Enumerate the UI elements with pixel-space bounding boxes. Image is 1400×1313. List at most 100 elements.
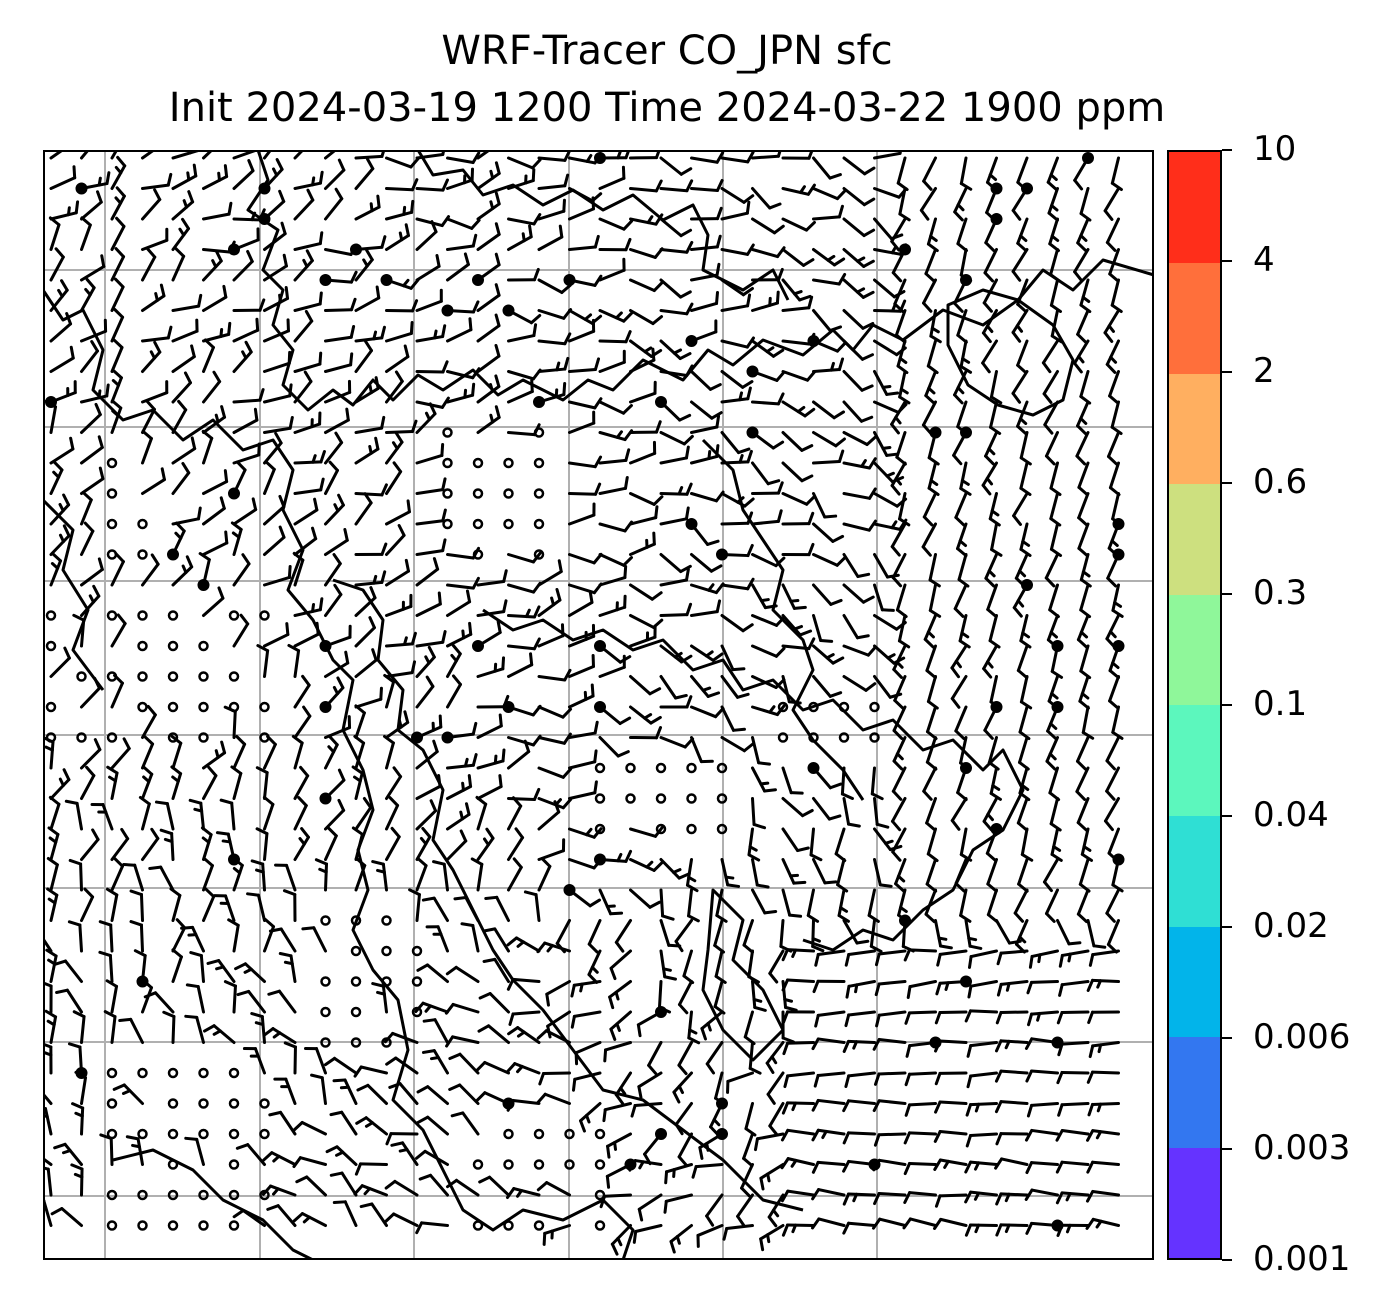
wind-barb [842,614,870,640]
wind-barb [232,159,255,190]
wind-barb [55,988,83,1014]
wind-barb [384,1212,419,1227]
wind-barb [892,736,907,771]
wind-barb [319,768,346,805]
wind-barb [936,949,968,967]
calm-wind-circle [106,1098,118,1109]
wind-barb [415,826,432,861]
wind-barb [747,827,761,862]
wind-barb [842,1192,876,1206]
wind-barb [202,150,215,160]
wind-barb [768,1102,785,1136]
wind-barb [184,1014,205,1044]
calm-wind-circle [228,1159,240,1170]
wind-barb [446,217,481,230]
wind-barb [842,487,877,500]
wind-barb [842,339,875,361]
wind-barb [293,674,311,709]
wind-barb [506,1098,541,1112]
wind-barb [989,370,1003,405]
wind-barb [324,187,344,221]
colorbar-tick [1222,260,1232,262]
wind-barb [659,364,694,377]
wind-barb [568,683,595,709]
calm-wind-circle [472,488,484,499]
wind-barb [141,553,160,587]
wind-barb [301,926,327,953]
wind-barb [751,888,778,915]
wind-barb [669,1224,693,1254]
wind-barb [783,1071,815,1089]
wind-barb [629,888,662,909]
calm-wind-circle [533,518,545,530]
wind-barb [293,827,310,861]
calm-wind-circle [228,1098,240,1109]
wind-barb [141,399,156,434]
wind-barb [53,1142,83,1166]
wind-barb [983,248,998,283]
wind-barb [232,553,251,587]
wind-barb [674,919,693,953]
wind-barb [614,1071,632,1106]
wind-barb [720,386,752,404]
wind-barb [44,1009,58,1044]
wind-barb [446,151,481,165]
calm-wind-circle [533,1159,545,1170]
wind-barb [873,1071,907,1086]
wind-barb [720,200,751,221]
wind-barb [232,298,266,312]
calm-wind-circle [76,732,87,743]
wind-barb [385,499,411,526]
wind-barb [950,797,968,831]
wind-barb [125,1135,144,1166]
calm-wind-circle [167,1098,179,1109]
wind-barb [1016,278,1029,314]
wind-barb [842,583,875,604]
wind-barb [812,492,838,519]
wind-barb [293,170,324,190]
wind-barb [502,304,542,325]
wind-barb [842,278,875,299]
colorbar-segment [1169,262,1220,374]
calm-wind-circle [472,457,484,469]
wind-barb [141,340,162,373]
wind-barb [967,980,998,999]
calm-wind-circle [442,457,453,469]
wind-barb [812,187,847,201]
wind-barb [359,1202,388,1227]
wind-barb [1086,1160,1120,1174]
wind-barb [292,551,305,587]
wind-barb [80,557,104,587]
calm-wind-circle [228,610,240,621]
coastline [701,888,785,1062]
wind-barb [283,1041,297,1075]
wind-barb [594,640,632,664]
wind-barb [696,1224,724,1248]
wind-barb [845,980,876,999]
calm-wind-circle [137,1220,148,1231]
wind-barb [421,1049,449,1075]
wind-barb [1086,919,1107,949]
wind-barb [984,431,998,466]
calm-wind-circle [655,793,667,804]
wind-barb [446,317,473,343]
wind-barb [964,1009,998,1023]
wind-barb [1111,705,1124,740]
wind-barb [690,553,723,573]
wind-barb [629,380,657,404]
wind-barb [476,344,501,373]
wind-barb [415,150,446,160]
wind-barb [1107,431,1120,466]
wind-barb [629,583,663,601]
wind-barb [842,644,878,657]
wind-barb [629,705,662,725]
wind-barb [484,895,510,922]
wind-barb [507,796,523,831]
wind-barb [415,739,439,770]
wind-barb [568,234,600,251]
wind-barb [537,668,572,682]
wind-barb [385,156,420,169]
wind-barb [171,293,203,312]
wind-barb [415,630,447,648]
wind-barb [751,614,786,627]
